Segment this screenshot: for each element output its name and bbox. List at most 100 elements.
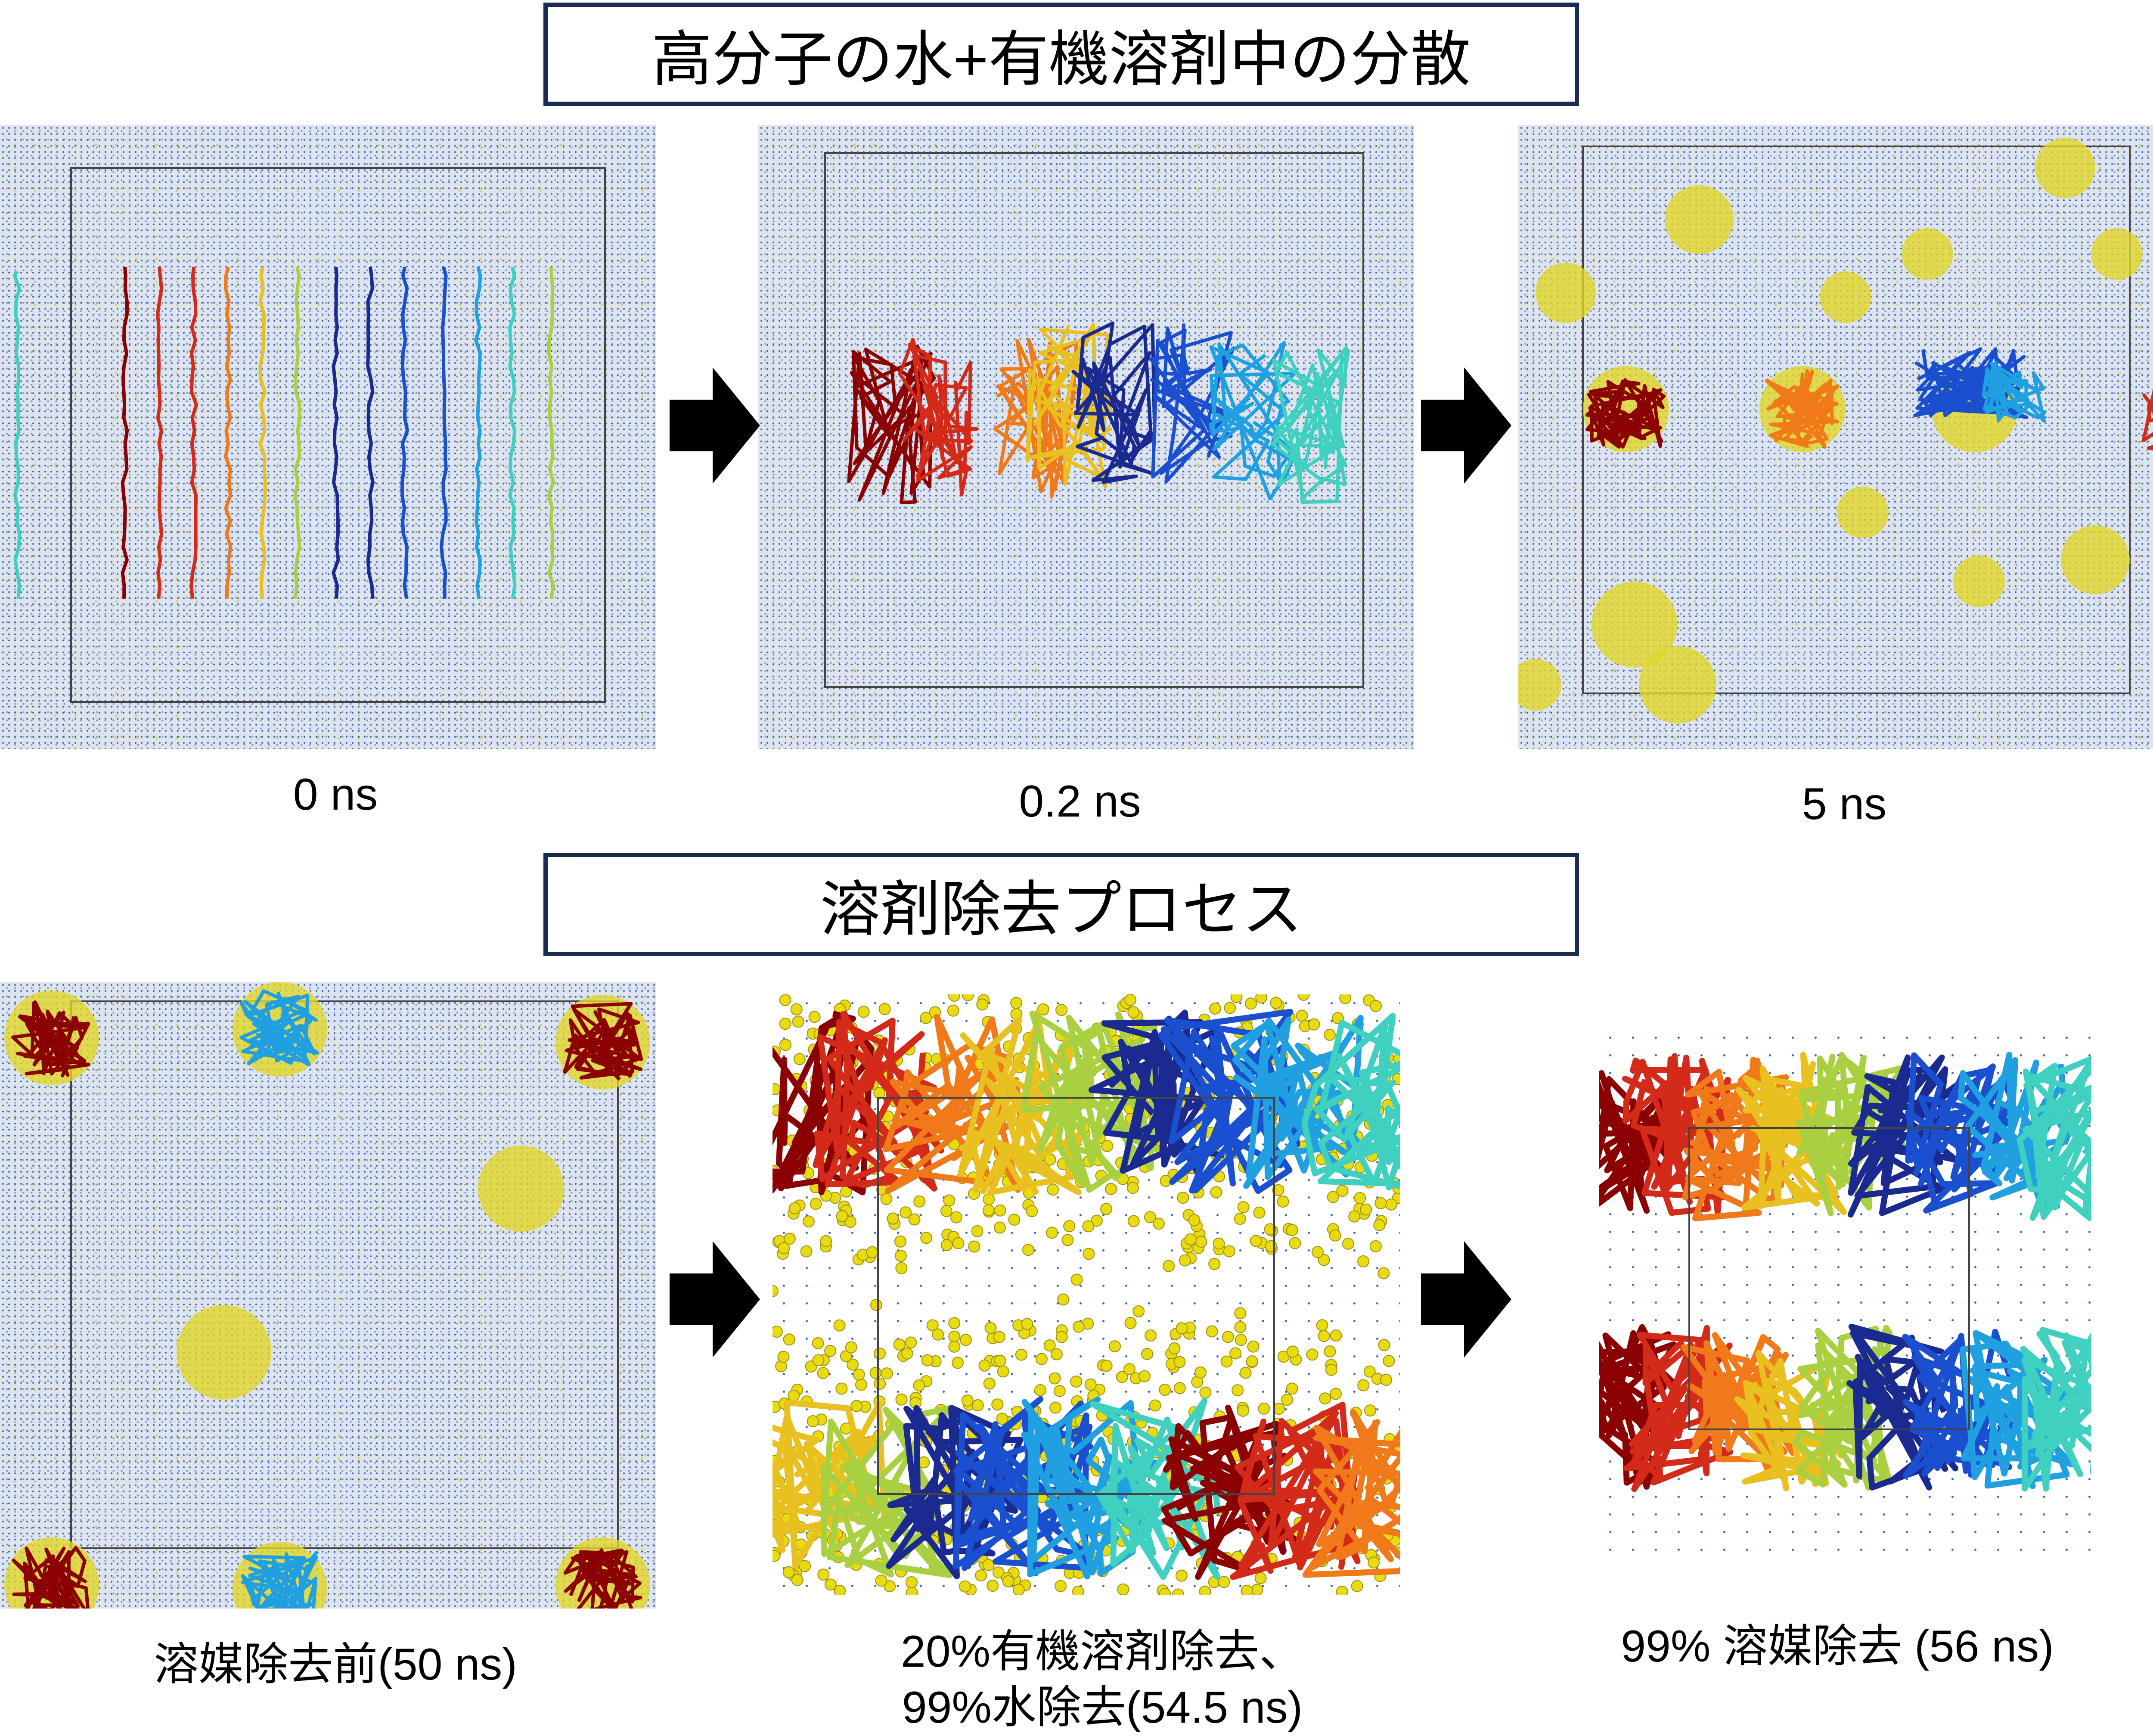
simulation-box — [824, 152, 1364, 688]
chains-5ns — [1518, 138, 2153, 724]
snapshot-0-2ns — [758, 125, 1414, 749]
solvent-molecule — [772, 1285, 779, 1297]
polymer-chain — [886, 1405, 1024, 1579]
solvent-molecule — [920, 1232, 933, 1244]
solvent-molecule — [845, 1341, 857, 1354]
solvent-molecule — [817, 1367, 829, 1379]
solvent-molecule — [1070, 1273, 1083, 1286]
solvent-molecule — [1209, 1002, 1222, 1015]
simulation-box — [70, 167, 606, 703]
solvent-molecule — [1021, 1318, 1033, 1330]
solvent-molecule — [1318, 1330, 1330, 1342]
solvent-molecule — [772, 1083, 781, 1096]
polymer-chain — [563, 1002, 643, 1081]
solvent-molecule — [1250, 1235, 1262, 1247]
solvent-molecule — [835, 1382, 848, 1395]
solvent-molecule — [812, 1337, 824, 1350]
solvent-molecule — [1049, 1401, 1062, 1414]
solvent-molecule — [836, 1210, 848, 1222]
solvent-molecule — [959, 1580, 971, 1593]
polymer-chain — [1071, 321, 1157, 484]
solvent-molecule — [1325, 1363, 1337, 1376]
solvent-molecule — [884, 1580, 896, 1593]
solvent-molecule — [1043, 1339, 1056, 1352]
chains-50ns — [4, 982, 650, 1609]
snapshot-50ns — [0, 982, 656, 1609]
solvent-molecule — [1354, 1192, 1366, 1205]
simulation-box — [1582, 146, 2131, 694]
solvent-molecule — [900, 1206, 912, 1219]
solvent-molecule — [1251, 1584, 1263, 1595]
solvent-molecule — [1049, 1372, 1061, 1385]
polymer-chain — [400, 267, 410, 599]
solvent-molecule — [1237, 1404, 1249, 1417]
solvent-molecule — [932, 1328, 944, 1341]
polymer-chain — [439, 266, 448, 599]
solvent-molecule — [840, 1350, 852, 1363]
polymer-chain — [1599, 1324, 1679, 1490]
solvent-molecule — [1286, 1382, 1298, 1395]
solvent-molecule — [878, 1003, 891, 1015]
solvent-molecule — [1306, 1348, 1318, 1361]
solvent-droplet — [1820, 271, 1871, 323]
solvent-molecule — [881, 1367, 893, 1380]
solvent-molecule — [971, 1399, 984, 1411]
polymer-chain — [474, 266, 482, 599]
solvent-molecule — [1234, 1213, 1246, 1225]
solvent-molecule — [952, 1357, 964, 1369]
polymer-chain — [957, 1009, 1086, 1196]
solvent-molecule — [847, 1358, 859, 1371]
solvent-molecule — [1057, 1293, 1070, 1306]
solvent-molecule — [1327, 1191, 1339, 1203]
solvent-molecule — [1179, 1254, 1191, 1267]
solvent-molecule — [913, 1195, 926, 1208]
solvent-molecule — [1022, 1244, 1035, 1256]
solvent-molecule — [807, 1415, 819, 1427]
solvent-molecule — [1380, 1374, 1393, 1386]
solvent-molecule — [982, 1204, 995, 1217]
polymer-chain — [898, 338, 979, 497]
solvent-molecule — [1175, 1569, 1188, 1582]
solvent-molecule — [1105, 1183, 1117, 1195]
polymer-chain — [366, 267, 375, 599]
solvent-molecule — [1163, 1260, 1175, 1272]
solvent-molecule — [895, 1262, 908, 1274]
polymer-chain — [258, 267, 267, 599]
caption-56ns: 99% 溶媒除去 (56 ns) — [1621, 1621, 2054, 1671]
solvent-molecule — [1348, 1210, 1361, 1223]
solvent-molecule — [1050, 1348, 1063, 1360]
solvent-molecule — [920, 1012, 932, 1024]
solvent-molecule — [1368, 1556, 1380, 1569]
solvent-molecule — [1220, 1355, 1233, 1368]
solvent-molecule — [1336, 1185, 1349, 1197]
solvent-molecule — [1117, 1583, 1129, 1595]
solvent-molecule — [1336, 1586, 1348, 1595]
solvent-molecule — [921, 1354, 934, 1366]
solvent-molecule — [1360, 1203, 1372, 1216]
polymer-chain — [1158, 1009, 1300, 1194]
solvent-molecule — [1208, 1258, 1221, 1270]
solvent-molecule — [1168, 1342, 1181, 1355]
solvent-molecule — [1144, 1211, 1156, 1224]
solvent-molecule — [820, 1235, 832, 1248]
solvent-molecule — [783, 1233, 796, 1245]
solvent-molecule — [1061, 1234, 1074, 1246]
solvent-molecule — [948, 1317, 961, 1329]
caption-line1: 20%有機溶剤除去、 — [900, 1627, 1304, 1677]
solvent-molecule — [779, 1039, 791, 1051]
solvent-molecule — [1373, 1219, 1386, 1231]
solvent-molecule — [1002, 1575, 1014, 1587]
solvent-molecule — [940, 1205, 952, 1217]
solvent-molecule — [824, 1578, 837, 1591]
caption-5ns: 5 ns — [1802, 779, 1887, 829]
solvent-molecule — [1246, 1355, 1258, 1368]
solvent-molecule — [1281, 1394, 1294, 1406]
solvent-molecule — [1222, 1331, 1234, 1343]
solvent-molecule — [1047, 1183, 1059, 1196]
solvent-molecule — [950, 1211, 962, 1224]
solvent-molecule — [984, 1322, 997, 1334]
solvent-molecule — [992, 1566, 1005, 1579]
solvent-molecule — [948, 1330, 961, 1343]
solvent-molecule — [1195, 1236, 1207, 1248]
solvent-molecule — [996, 1413, 1008, 1425]
